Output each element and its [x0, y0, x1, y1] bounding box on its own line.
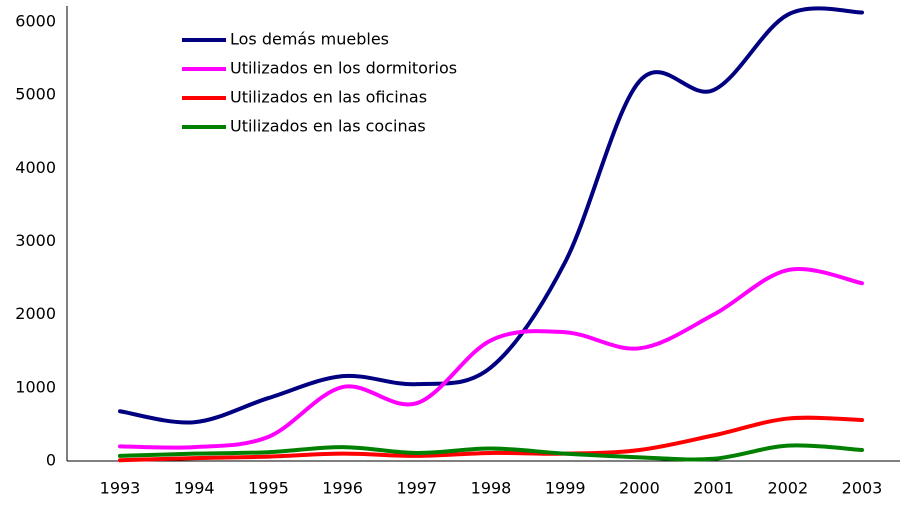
- x-tick-label: 1995: [248, 479, 289, 498]
- y-tick-label: 6000: [15, 12, 56, 31]
- x-tick-label: 1997: [396, 479, 437, 498]
- data-line: [118, 443, 864, 462]
- y-tick-label: 1000: [15, 377, 56, 396]
- legend-label: Utilizados en las oficinas: [230, 88, 427, 107]
- data-line: [118, 267, 864, 450]
- y-tick-label: 2000: [15, 304, 56, 323]
- data-line: [118, 415, 864, 463]
- y-tick-label: 4000: [15, 158, 56, 177]
- legend-label: Utilizados en los dormitorios: [230, 59, 457, 78]
- y-tick-label: 3000: [15, 231, 56, 250]
- y-tick-label: 0: [46, 451, 56, 470]
- x-tick-label: 2002: [767, 479, 808, 498]
- legend-label: Los demás muebles: [230, 30, 389, 49]
- legend-label: Utilizados en las cocinas: [230, 117, 426, 136]
- x-tick-label: 1998: [471, 479, 512, 498]
- y-tick-label: 5000: [15, 85, 56, 104]
- x-tick-label: 2001: [693, 479, 734, 498]
- x-tick-label: 2003: [842, 479, 883, 498]
- x-tick-label: 1996: [322, 479, 363, 498]
- x-tick-label: 1994: [174, 479, 215, 498]
- x-tick-label: 2000: [619, 479, 660, 498]
- x-tick-label: 1993: [100, 479, 141, 498]
- x-tick-label: 1999: [545, 479, 586, 498]
